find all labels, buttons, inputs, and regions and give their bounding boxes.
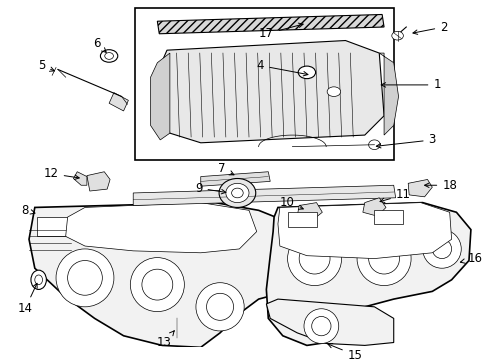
Ellipse shape (226, 183, 249, 203)
Circle shape (304, 309, 339, 343)
Polygon shape (66, 203, 257, 253)
Text: 7: 7 (218, 162, 234, 175)
Text: 16: 16 (461, 252, 482, 265)
Text: 10: 10 (280, 196, 303, 209)
Polygon shape (157, 14, 384, 34)
Ellipse shape (100, 50, 118, 62)
Bar (37, 217, 71, 237)
Circle shape (68, 261, 102, 295)
Text: 9: 9 (195, 182, 226, 195)
Polygon shape (267, 203, 471, 345)
Ellipse shape (35, 275, 43, 285)
Ellipse shape (31, 270, 47, 289)
Polygon shape (87, 172, 110, 191)
Polygon shape (74, 172, 87, 185)
Ellipse shape (327, 87, 341, 96)
Circle shape (299, 243, 330, 274)
Text: 18: 18 (425, 179, 457, 192)
Polygon shape (363, 198, 386, 216)
Polygon shape (109, 93, 128, 111)
Polygon shape (157, 41, 384, 143)
Circle shape (312, 316, 331, 336)
Bar (374, 210, 403, 224)
Ellipse shape (298, 66, 316, 78)
Text: 3: 3 (376, 134, 436, 148)
Circle shape (142, 269, 173, 300)
Text: 12: 12 (44, 167, 79, 180)
Polygon shape (278, 203, 452, 258)
Text: 5: 5 (38, 59, 54, 72)
Ellipse shape (232, 188, 243, 198)
Circle shape (288, 231, 342, 285)
Circle shape (130, 258, 184, 312)
Circle shape (368, 243, 399, 274)
Bar (288, 212, 317, 227)
Text: 6: 6 (93, 37, 106, 52)
Text: 2: 2 (413, 21, 448, 34)
Text: 8: 8 (22, 204, 35, 217)
Text: 17: 17 (259, 23, 303, 40)
Polygon shape (150, 53, 170, 140)
Polygon shape (201, 172, 270, 186)
Polygon shape (379, 53, 398, 135)
Text: 11: 11 (380, 188, 411, 202)
Polygon shape (408, 179, 432, 197)
Text: 4: 4 (257, 59, 308, 76)
Polygon shape (29, 203, 394, 347)
Circle shape (207, 293, 234, 320)
Circle shape (423, 230, 461, 268)
Polygon shape (267, 299, 394, 345)
Circle shape (357, 231, 411, 285)
Bar (135, 8, 394, 160)
Ellipse shape (105, 53, 114, 59)
Circle shape (432, 239, 452, 258)
Polygon shape (297, 203, 322, 220)
Polygon shape (133, 185, 395, 206)
Text: 15: 15 (328, 343, 363, 360)
Circle shape (56, 249, 114, 307)
Ellipse shape (392, 31, 403, 40)
Ellipse shape (219, 179, 256, 207)
Circle shape (196, 283, 244, 331)
Text: 1: 1 (381, 78, 441, 91)
Text: 14: 14 (18, 283, 37, 315)
Text: 13: 13 (157, 331, 174, 349)
